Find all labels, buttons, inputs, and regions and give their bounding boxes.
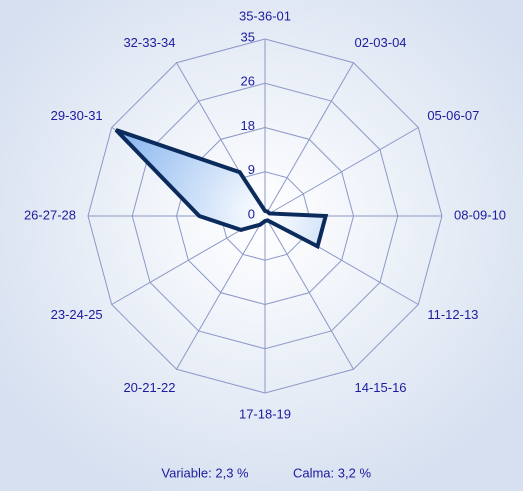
tick-label: 9 (248, 162, 255, 177)
category-label: 29-30-31 (51, 108, 103, 123)
category-label: 32-33-34 (123, 35, 175, 50)
category-label: 11-12-13 (427, 307, 478, 322)
category-label: 20-21-22 (123, 380, 175, 395)
spoke (264, 62, 354, 217)
category-label: 17-18-19 (239, 406, 291, 421)
data-area (114, 128, 329, 250)
spoke (264, 215, 354, 370)
tick-label: 35 (241, 29, 255, 44)
footer-calm: Calma: 3,2 % (293, 465, 371, 480)
category-label: 05-06-07 (427, 108, 479, 123)
footer-variable: Variable: 2,3 % (161, 465, 249, 480)
tick-label: 0 (248, 206, 255, 221)
spoke (176, 215, 266, 370)
category-label: 26-27-28 (24, 207, 76, 222)
category-label: 35-36-01 (239, 8, 291, 23)
category-label: 08-09-10 (454, 207, 506, 222)
category-label: 14-15-16 (355, 380, 407, 395)
tick-label: 18 (241, 118, 255, 133)
category-label: 23-24-25 (51, 307, 103, 322)
tick-label: 26 (241, 74, 255, 89)
spoke (264, 127, 419, 217)
category-label: 02-03-04 (355, 35, 407, 50)
